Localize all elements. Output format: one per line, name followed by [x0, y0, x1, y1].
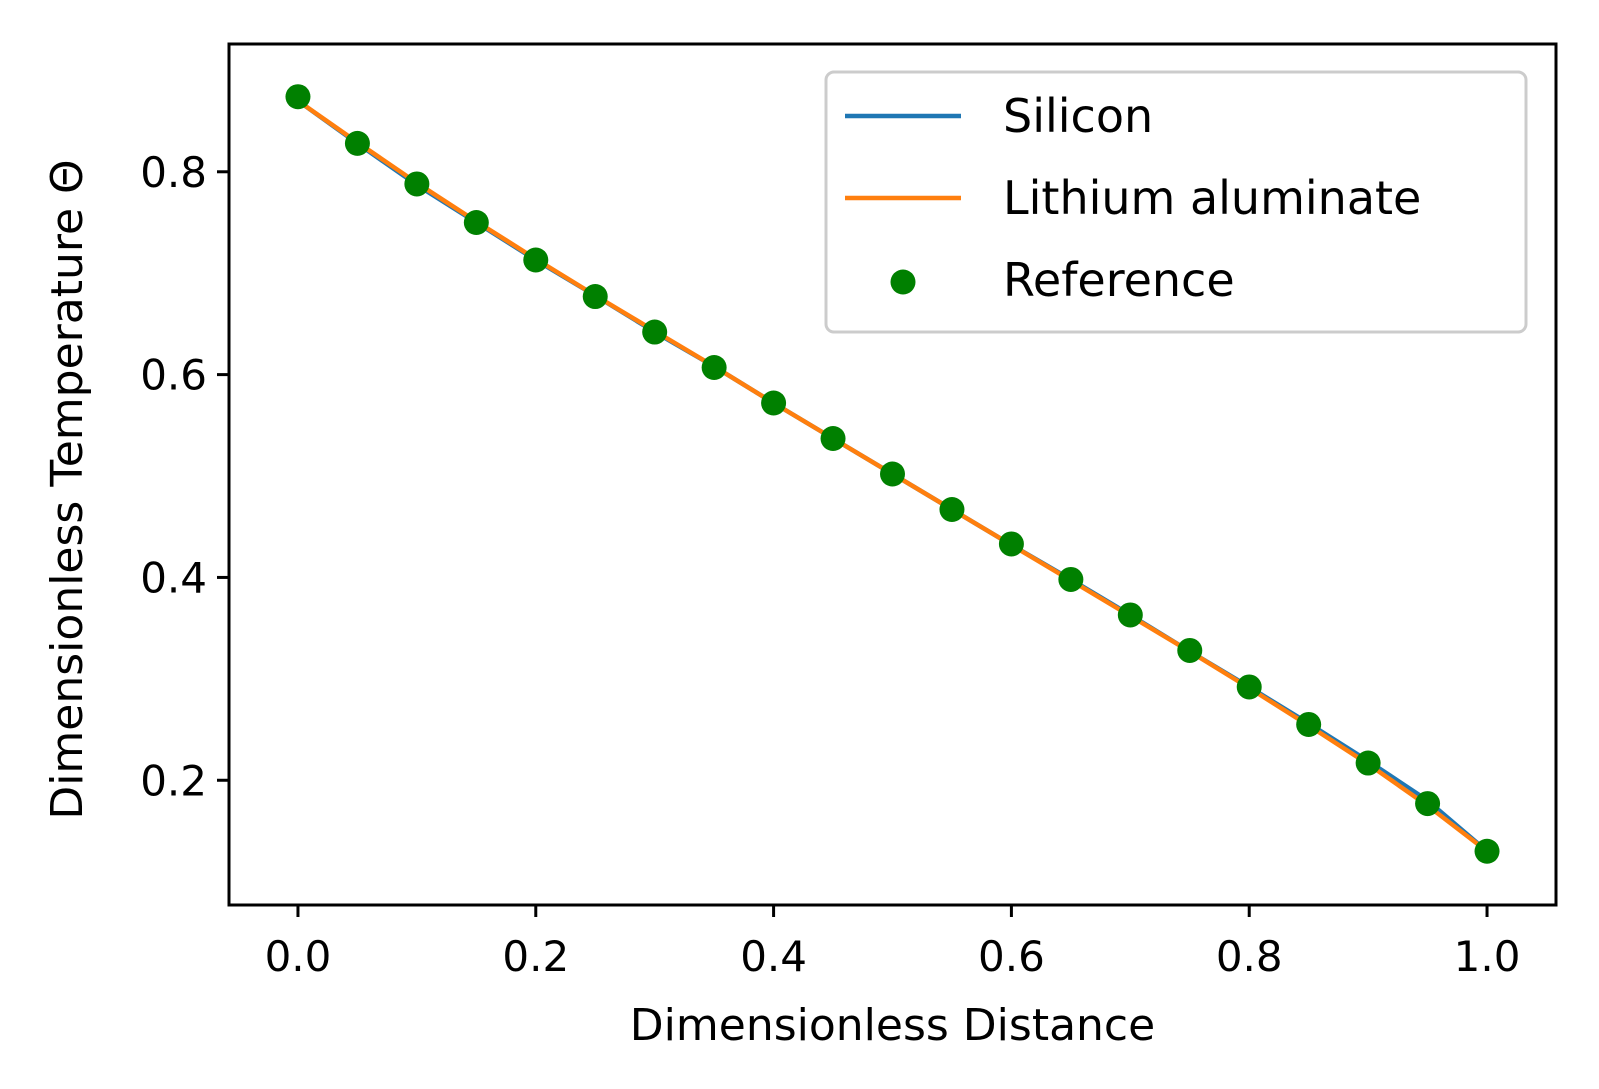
reference-point	[285, 84, 311, 110]
series-group	[285, 84, 1500, 864]
x-tick-label: 0.8	[1216, 932, 1283, 981]
reference-point	[1355, 750, 1381, 776]
y-tick-label: 0.6	[140, 351, 207, 400]
y-axis-label: Dimensionless Temperature Θ	[42, 159, 93, 819]
axes-frame	[227, 42, 1558, 907]
legend-swatch-reference	[890, 269, 916, 295]
legend-label: Lithium aluminate	[1003, 171, 1421, 225]
plot-area	[285, 84, 1500, 864]
y-tick-label: 0.2	[140, 756, 207, 805]
x-tick-label: 0.6	[978, 932, 1045, 981]
reference-point	[939, 496, 965, 522]
legend-box	[824, 70, 1528, 334]
reference-point	[1415, 791, 1441, 817]
reference-point	[582, 284, 608, 310]
reference-point	[701, 355, 727, 381]
reference-point	[1296, 711, 1322, 737]
reference-point	[1236, 674, 1262, 700]
x-axis-label: Dimensionless Distance	[630, 1000, 1155, 1051]
reference-point	[404, 171, 430, 197]
reference-point	[1474, 838, 1500, 864]
reference-point	[1177, 637, 1203, 663]
reference-point	[761, 390, 787, 416]
x-tick-label: 0.0	[265, 932, 332, 981]
x-tick-label: 1.0	[1454, 932, 1521, 981]
reference-point	[642, 319, 668, 345]
reference-point	[820, 425, 846, 451]
reference-point	[1058, 566, 1084, 592]
reference-point	[1117, 602, 1143, 628]
reference-point	[463, 209, 489, 235]
reference-point	[998, 531, 1024, 557]
x-tick-label: 0.2	[502, 932, 569, 981]
y-tick-label: 0.4	[140, 553, 207, 602]
axes: 0.0 0.2 0.4 0.6 0.8 1.0 0.2 0.4 0.6 0.8	[140, 42, 1558, 981]
x-tick-label: 0.4	[740, 932, 807, 981]
legend-label: Silicon	[1003, 89, 1153, 143]
y-tick-label: 0.8	[140, 148, 207, 197]
reference-point	[523, 247, 549, 273]
reference-point	[344, 130, 370, 156]
legend-label: Reference	[1003, 253, 1235, 307]
legend: Silicon Lithium aluminate Reference	[824, 70, 1528, 334]
reference-point	[880, 461, 905, 487]
